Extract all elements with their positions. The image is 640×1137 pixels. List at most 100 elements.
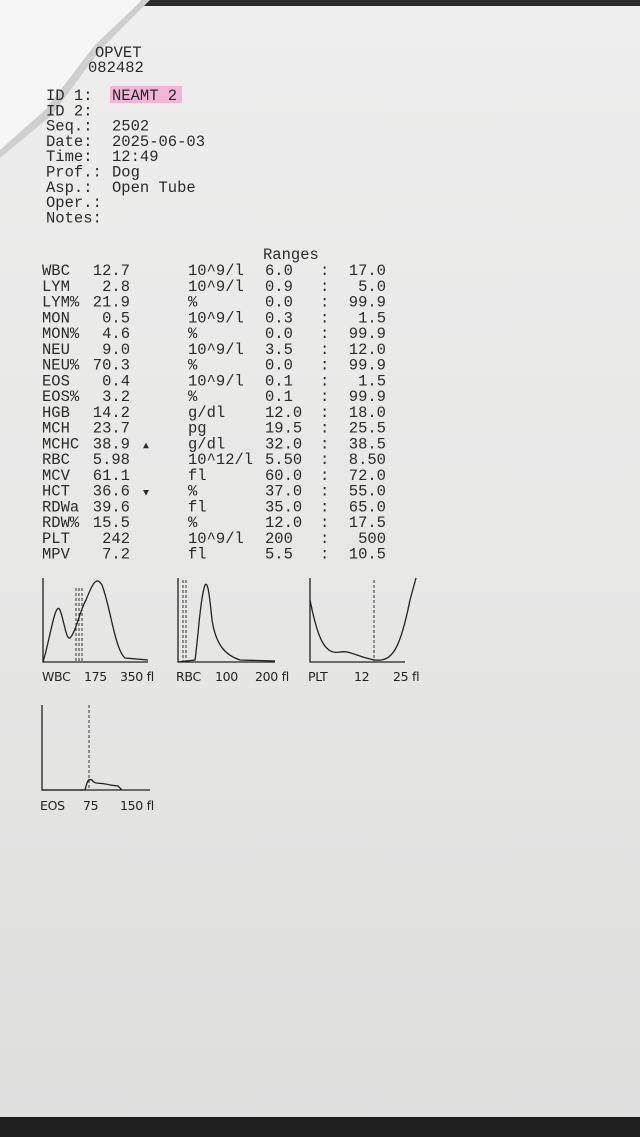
- range-high: 38.5: [349, 435, 386, 453]
- range-sep: :: [320, 372, 329, 390]
- top-edge: [140, 0, 640, 6]
- range-sep: :: [320, 420, 329, 438]
- param-name: WBC: [42, 262, 70, 280]
- range-low: 0.0: [265, 357, 293, 375]
- range-high: 1.5: [358, 309, 386, 327]
- range-high: 10.5: [349, 546, 386, 564]
- field-label: Asp.:: [46, 179, 93, 197]
- param-name: MCH: [42, 420, 70, 438]
- range-sep: :: [320, 498, 329, 516]
- param-unit: pg: [188, 420, 207, 438]
- param-name: LYM%: [42, 294, 80, 312]
- range-low: 5.50: [265, 451, 302, 469]
- param-value: 7.2: [102, 546, 130, 564]
- param-unit: 10^9/l: [188, 341, 244, 359]
- field-label: ID 1:: [46, 87, 93, 105]
- param-unit: 10^12/l: [188, 451, 253, 469]
- field-label: Notes:: [46, 209, 102, 227]
- param-unit: fl: [188, 467, 207, 485]
- param-unit: fl: [188, 546, 207, 564]
- param-value: 21.9: [93, 294, 130, 312]
- range-sep: :: [320, 357, 329, 375]
- header-line: OPVET: [95, 44, 142, 62]
- range-sep: :: [320, 467, 329, 485]
- param-name: LYM: [42, 278, 70, 296]
- histogram-tick: 25 fl: [393, 669, 419, 684]
- range-high: 65.0: [349, 498, 386, 516]
- param-unit: 10^9/l: [188, 530, 244, 548]
- field-value: Open Tube: [112, 179, 196, 197]
- param-value: 3.2: [102, 388, 130, 406]
- field-label: Date:: [46, 133, 93, 151]
- param-value: 242: [102, 530, 130, 548]
- param-unit: %: [188, 483, 198, 501]
- field-label: Seq.:: [46, 118, 93, 136]
- range-high: 12.0: [349, 341, 386, 359]
- range-low: 6.0: [265, 262, 293, 280]
- param-name: NEU%: [42, 357, 80, 375]
- range-low: 0.0: [265, 325, 293, 343]
- param-name: MCHC: [42, 435, 79, 453]
- param-value: 4.6: [102, 325, 130, 343]
- histogram-label: RBC: [176, 669, 201, 684]
- range-high: 25.5: [349, 420, 386, 438]
- field-label: Oper.:: [46, 194, 102, 212]
- field-value: 2502: [112, 118, 149, 136]
- param-unit: %: [188, 294, 198, 312]
- param-unit: fl: [188, 498, 207, 516]
- param-value: 39.6: [93, 498, 130, 516]
- param-unit: %: [188, 514, 198, 532]
- range-low: 0.1: [265, 388, 293, 406]
- range-sep: :: [320, 325, 329, 343]
- range-low: 0.1: [265, 372, 293, 390]
- param-name: RDW%: [42, 514, 80, 532]
- range-low: 0.9: [265, 278, 293, 296]
- range-low: 12.0: [265, 404, 302, 422]
- range-high: 99.9: [349, 388, 386, 406]
- range-sep: :: [320, 514, 329, 532]
- range-low: 60.0: [265, 467, 302, 485]
- range-low: 5.5: [265, 546, 293, 564]
- histogram-tick: 75: [83, 798, 98, 813]
- param-value: 0.5: [102, 309, 130, 327]
- param-unit: 10^9/l: [188, 372, 244, 390]
- range-sep: :: [320, 451, 329, 469]
- range-low: 32.0: [265, 435, 302, 453]
- range-high: 72.0: [349, 467, 386, 485]
- range-low: 37.0: [265, 483, 302, 501]
- range-low: 0.3: [265, 309, 293, 327]
- histogram-tick: 12: [354, 669, 369, 684]
- highlight: [110, 86, 182, 103]
- range-high: 17.5: [349, 514, 386, 532]
- range-sep: :: [320, 294, 329, 312]
- range-sep: :: [320, 309, 329, 327]
- param-unit: %: [188, 325, 198, 343]
- param-unit: 10^9/l: [188, 262, 244, 280]
- range-high: 5.0: [358, 278, 386, 296]
- param-value: 12.7: [93, 262, 130, 280]
- param-name: EOS: [42, 372, 70, 390]
- param-name: EOS%: [42, 388, 80, 406]
- param-value: 61.1: [93, 467, 130, 485]
- histogram-tick: 150 fl: [120, 798, 154, 813]
- range-sep: :: [320, 404, 329, 422]
- param-value: 5.98: [93, 451, 130, 469]
- param-unit: g/dl: [188, 435, 225, 453]
- histogram-label: WBC: [42, 669, 71, 684]
- histogram-tick: 100: [215, 669, 238, 684]
- range-high: 18.0: [349, 404, 386, 422]
- axis: [309, 578, 405, 663]
- fold-shadow: [0, 0, 150, 158]
- param-value: 38.9: [93, 435, 130, 453]
- histogram-tick: 350 fl: [120, 669, 154, 684]
- range-low: 3.5: [265, 341, 293, 359]
- param-value: 9.0: [102, 341, 130, 359]
- param-name: PLT: [42, 530, 70, 548]
- curve: [177, 583, 276, 663]
- histogram-label: EOS: [40, 798, 65, 813]
- field-label: Time:: [46, 148, 93, 166]
- histogram-label: PLT: [308, 669, 328, 684]
- param-value: 2.8: [102, 278, 130, 296]
